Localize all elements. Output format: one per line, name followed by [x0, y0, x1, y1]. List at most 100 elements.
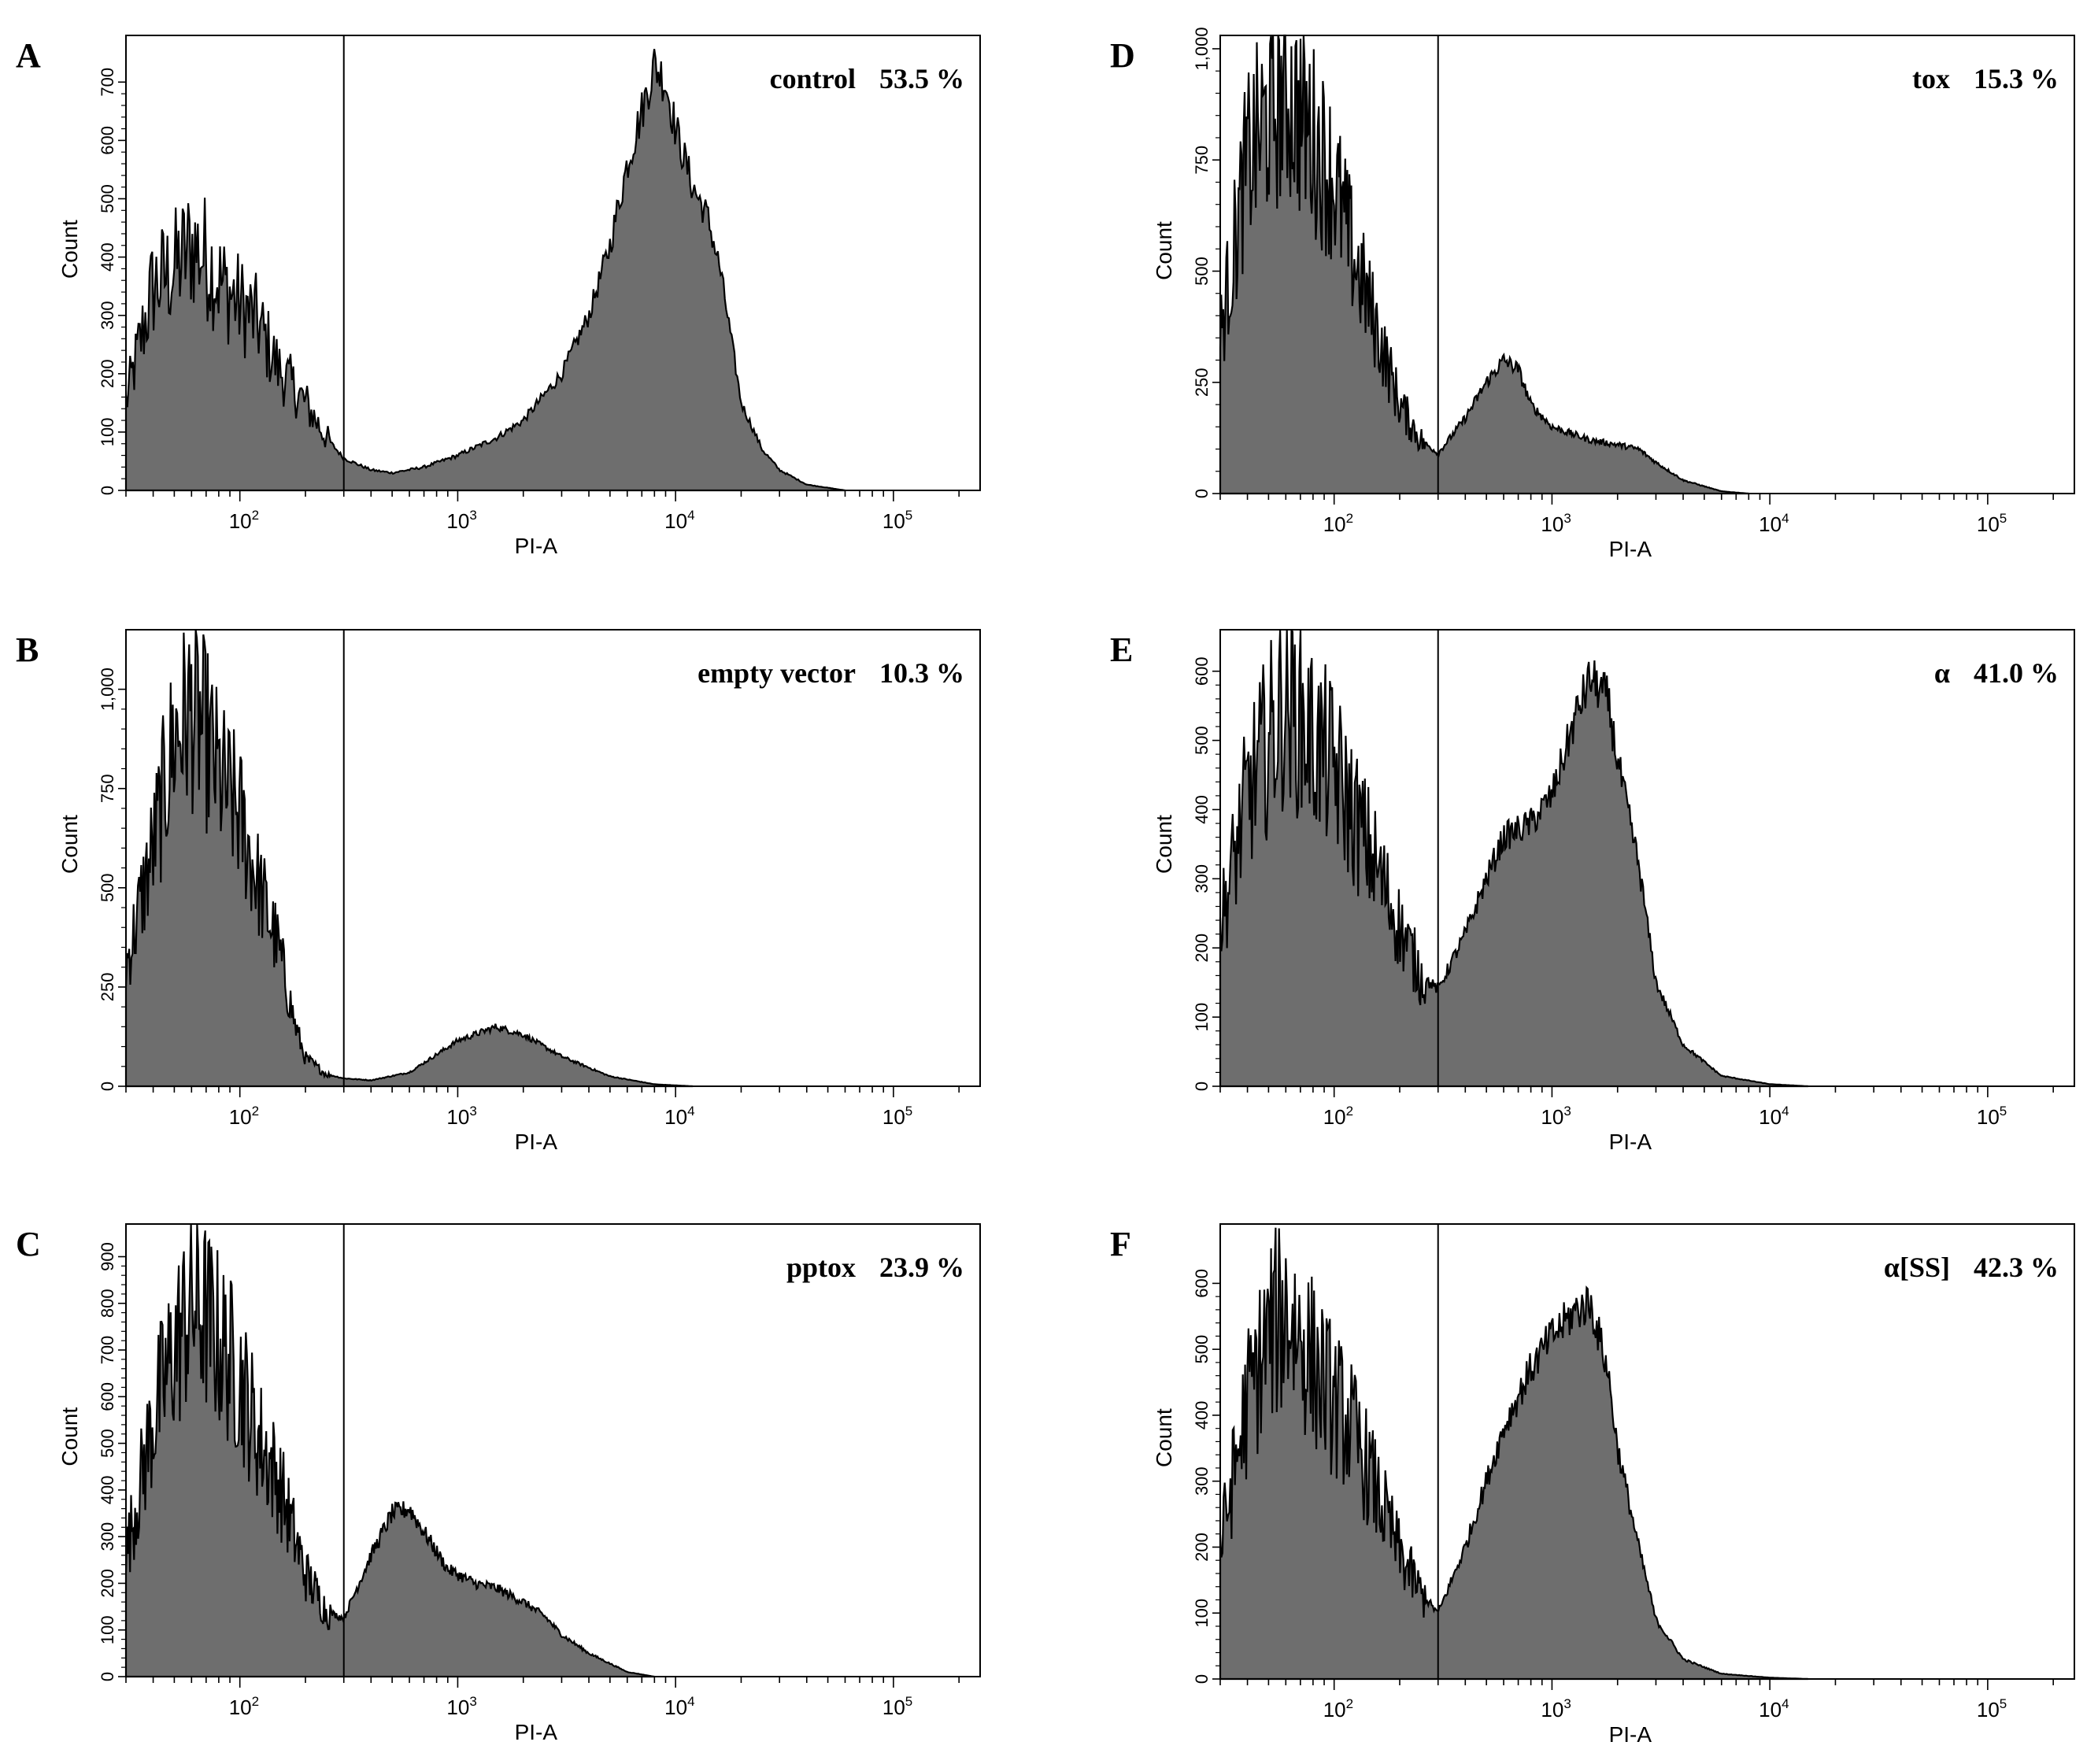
y-tick-label: 600: [98, 1382, 117, 1411]
panel-f: 102 103 104 1050100200300400500600PI-ACount…: [1110, 1223, 2075, 1747]
y-tick-label: 500: [1192, 726, 1212, 755]
y-tick-label: 500: [1192, 1335, 1212, 1364]
x-tick-exp: 5: [905, 1104, 912, 1119]
y-tick-label: 0: [1192, 1674, 1212, 1684]
y-tick-label: 300: [98, 301, 117, 330]
gate-percent: 23.9 %: [879, 1252, 964, 1283]
x-tick-exp: 3: [469, 1694, 476, 1709]
y-tick-label: 400: [98, 242, 117, 272]
y-tick-label: 600: [98, 126, 117, 155]
x-tick-base: 10: [664, 1105, 687, 1129]
x-axis-label: PI-A: [1609, 537, 1652, 561]
x-tick-exp: 3: [1563, 1696, 1571, 1711]
x-tick-exp: 3: [469, 508, 476, 523]
gate-percent: 42.3 %: [1974, 1252, 2059, 1283]
x-tick-label: 102: [1323, 511, 1353, 536]
condition-label: α[SS]: [1884, 1252, 1950, 1283]
x-tick-exp: 4: [1782, 511, 1789, 526]
x-tick-base: 10: [1977, 1698, 2000, 1721]
x-tick-base: 10: [229, 1105, 252, 1129]
x-tick-exp: 4: [1782, 1104, 1789, 1119]
gate-percent: 15.3 %: [1974, 63, 2059, 94]
plot-frame: [1219, 629, 2075, 1087]
x-tick-label: 104: [1759, 1696, 1789, 1721]
x-tick-base: 10: [1759, 1698, 1782, 1721]
panel-letter: A: [16, 36, 41, 75]
y-tick-label: 900: [98, 1242, 117, 1271]
x-tick-label: 104: [1759, 1104, 1789, 1129]
x-tick-base: 10: [1541, 512, 1563, 536]
y-axis-label: Count: [57, 815, 82, 874]
histogram-c: [124, 1223, 655, 1678]
x-tick-label: 105: [882, 508, 912, 533]
x-tick-base: 10: [882, 509, 905, 533]
x-tick-base: 10: [1759, 512, 1782, 536]
x-tick-label: 103: [1541, 1104, 1571, 1129]
condition-label: α: [1934, 657, 1950, 689]
plot-frame: [125, 1223, 981, 1677]
x-tick-exp: 2: [252, 1694, 259, 1709]
histogram-a: [124, 49, 845, 492]
x-tick-label: 104: [664, 508, 694, 533]
x-tick-base: 10: [229, 509, 252, 533]
y-tick-label: 0: [98, 1672, 117, 1681]
condition-label: pptox: [786, 1252, 856, 1283]
x-tick-label: 105: [1977, 1696, 2007, 1721]
y-tick-label: 100: [1192, 1599, 1212, 1628]
x-tick-base: 10: [446, 509, 469, 533]
y-axis-label: Count: [1152, 221, 1176, 280]
y-tick-label: 750: [1192, 146, 1212, 175]
panel-letter: B: [16, 631, 39, 669]
y-tick-label: 100: [98, 1615, 117, 1644]
y-tick-label: 800: [98, 1289, 117, 1318]
x-tick-base: 10: [882, 1696, 905, 1719]
x-tick-base: 10: [446, 1696, 469, 1719]
panel-e: 102 103 104 1050100200300400500600PI-ACount…: [1110, 629, 2075, 1154]
condition-label: empty vector: [697, 657, 856, 689]
y-tick-label: 200: [98, 359, 117, 388]
x-tick-exp: 4: [687, 1694, 694, 1709]
y-tick-label: 1,000: [98, 668, 117, 711]
x-tick-label: 102: [229, 1104, 259, 1129]
x-axis-label: PI-A: [515, 534, 558, 558]
plot-frame: [125, 629, 981, 1087]
y-tick-label: 500: [1192, 257, 1212, 286]
x-tick-exp: 5: [905, 508, 912, 523]
gate-percent: 53.5 %: [879, 63, 964, 94]
y-tick-label: 600: [1192, 1269, 1212, 1298]
x-tick-exp: 2: [1346, 1104, 1353, 1119]
x-tick-exp: 2: [1346, 511, 1353, 526]
x-tick-base: 10: [1977, 1105, 2000, 1129]
histogram-f: [1219, 1227, 1808, 1681]
plot-frame: [1219, 35, 2075, 494]
condition-label: tox: [1912, 63, 1950, 94]
panel-a: 102 103 104 1050100200300400500600700PI-ACo…: [16, 35, 981, 558]
histogram-b: [124, 629, 694, 1088]
x-tick-exp: 2: [252, 1104, 259, 1119]
y-tick-label: 300: [1192, 864, 1212, 893]
panel-b: 102 103 104 10502505007501,000PI-ACountB10.…: [16, 629, 981, 1154]
x-tick-label: 103: [446, 1694, 476, 1719]
y-tick-label: 500: [98, 1429, 117, 1458]
histogram-d: [1219, 34, 1749, 495]
x-tick-base: 10: [1323, 512, 1346, 536]
x-tick-exp: 2: [1346, 1696, 1353, 1711]
x-tick-base: 10: [1323, 1698, 1346, 1721]
x-tick-label: 102: [1323, 1104, 1353, 1129]
y-tick-label: 200: [1192, 1533, 1212, 1562]
y-tick-label: 100: [98, 418, 117, 447]
x-tick-label: 103: [1541, 1696, 1571, 1721]
x-tick-exp: 3: [469, 1104, 476, 1119]
x-tick-exp: 5: [2000, 511, 2007, 526]
y-tick-label: 400: [1192, 795, 1212, 824]
x-tick-base: 10: [1323, 1105, 1346, 1129]
y-tick-label: 0: [98, 486, 117, 495]
y-tick-label: 250: [98, 973, 117, 1002]
x-tick-label: 104: [1759, 511, 1789, 536]
panel-c: 102 103 104 1050100200300400500600700800900…: [16, 1223, 981, 1744]
x-tick-base: 10: [1977, 512, 2000, 536]
y-tick-label: 700: [98, 1336, 117, 1365]
x-tick-base: 10: [446, 1105, 469, 1129]
x-tick-exp: 5: [905, 1694, 912, 1709]
